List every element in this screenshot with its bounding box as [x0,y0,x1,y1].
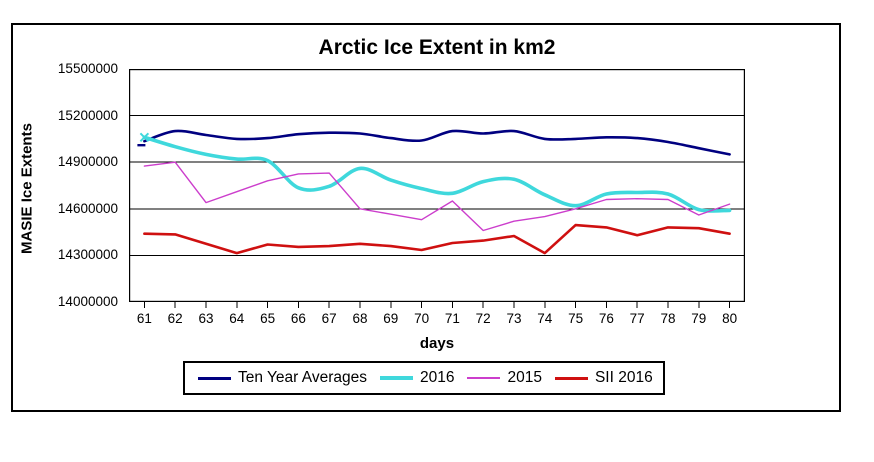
legend-item-label: Ten Year Averages [238,369,367,386]
y-axis-tick-label: 14600000 [57,200,118,216]
x-axis-tick-label: 74 [537,311,553,326]
series-line-2015 [143,161,731,232]
x-axis-tick-label: 77 [629,311,645,326]
legend-line-sample-2015 [467,377,501,379]
y-axis-title: MASIE Ice Extents [18,123,36,254]
x-axis-tick-label: 80 [722,311,738,326]
x-axis-tick-label: 68 [352,311,368,326]
plot-area [129,69,745,308]
x-axis-tick-label: 65 [260,311,276,326]
x-axis-tick-label: 70 [414,311,430,326]
series-line-ten-year-averages [143,129,731,156]
x-axis-tick-label: 71 [444,311,460,326]
y-axis-tick-label: 14000000 [57,294,118,309]
y-axis-tick-label: 15200000 [57,107,118,123]
x-axis-tick-label: 64 [229,311,245,326]
x-axis-tick-label: 78 [660,311,676,326]
x-axis-tick-label: 67 [321,311,337,326]
y-axis-tick-label: 15500000 [57,61,118,76]
x-axis-tick-label: 75 [568,311,584,326]
legend: Ten Year Averages 2016 2015 SII 2016 [183,361,665,395]
x-axis-tick-label: 73 [506,311,522,326]
legend-line-sample-2016 [380,376,413,380]
plot-border [129,69,745,303]
chart-title: Arctic Ice Extent in km2 [318,36,556,59]
legend-item-label: 2016 [420,369,455,386]
legend-item-label: SII 2016 [594,369,653,386]
series-line-sii-2016 [143,223,731,255]
legend-item-sii-2016: SII 2016 [554,369,653,387]
legend-item-2015: 2015 [467,369,542,387]
series-start-marker-2016 [139,132,150,143]
x-axis-tick-label: 79 [691,311,707,326]
y-axis-tick-label: 14900000 [57,154,118,170]
y-axis-tick-label: 14300000 [57,247,118,263]
x-axis-tick-label: 69 [383,311,399,326]
x-axis-title: days [419,335,455,352]
legend-line-sample-ten-year-averages [198,376,231,380]
legend-line-sample-sii-2016 [554,376,588,380]
x-axis-tick-label: 62 [167,311,183,326]
legend-item-ten-year-averages: Ten Year Averages [198,369,367,387]
x-axis-tick-label: 63 [198,311,214,326]
x-axis-tick-label: 61 [136,311,152,326]
x-axis-tick-label: 66 [290,311,306,326]
legend-item-label: 2015 [507,369,542,386]
x-axis-tick-label: 76 [598,311,614,326]
series-line-2016 [142,135,732,213]
x-axis-tick-label: 72 [475,311,491,326]
legend-item-2016: 2016 [380,369,454,387]
